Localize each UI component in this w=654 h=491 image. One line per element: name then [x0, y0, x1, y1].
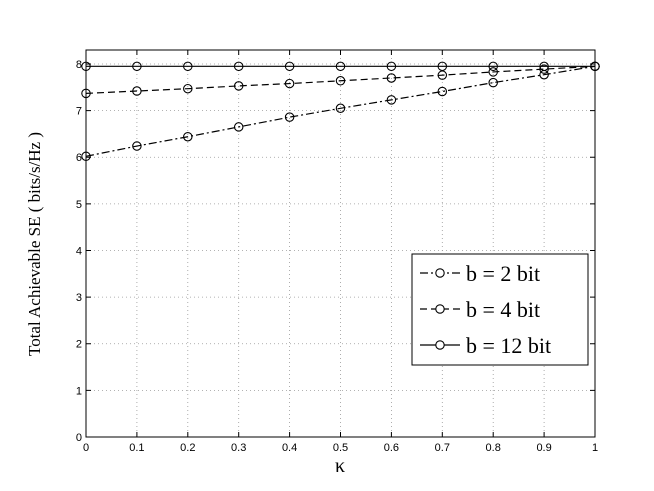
data-point	[183, 131, 193, 142]
data-point	[488, 77, 498, 88]
y-tick-label: 1	[76, 385, 82, 397]
x-axis-label: κ	[335, 455, 345, 477]
grid	[86, 50, 595, 437]
y-tick-label: 7	[76, 106, 82, 118]
y-tick-label: 2	[76, 339, 82, 351]
data-point	[183, 61, 193, 72]
x-tick-label: 0.8	[486, 442, 501, 454]
series-3	[81, 61, 600, 72]
x-tick-label: 0	[83, 442, 89, 454]
legend-marker	[435, 340, 445, 350]
x-tick-label: 0.4	[282, 442, 297, 454]
data-point	[81, 88, 91, 99]
y-tick-label: 5	[76, 199, 82, 211]
x-tick-label: 0.9	[536, 442, 551, 454]
data-point	[132, 141, 142, 151]
y-tick-label: 6	[76, 152, 82, 164]
series-line	[85, 65, 596, 94]
y-axis-label: Total Achievable SE ( bits/s/Hz )	[25, 132, 44, 356]
data-point	[284, 61, 295, 72]
y-tick-label: 4	[76, 245, 82, 257]
x-tick-label: 0.5	[333, 442, 348, 454]
x-tick-label: 0.1	[129, 442, 144, 454]
data-point	[284, 112, 295, 122]
x-tick-label: 0.6	[384, 442, 399, 454]
data-point	[386, 73, 397, 83]
data-point	[233, 61, 244, 72]
series-line	[85, 65, 596, 157]
y-tick-label: 0	[76, 432, 82, 444]
legend-label: b = 4 bit	[466, 297, 540, 322]
data-point	[233, 81, 244, 91]
data-point	[539, 61, 549, 72]
data-point	[233, 122, 244, 132]
data-point	[183, 83, 193, 94]
legend-label: b = 2 bit	[466, 261, 540, 286]
data-point	[437, 86, 448, 97]
x-tick-label: 1	[592, 442, 598, 454]
data-point	[386, 61, 397, 72]
data-point	[284, 78, 295, 89]
data-point	[437, 61, 448, 72]
data-point	[539, 64, 549, 74]
data-point	[132, 61, 142, 72]
x-tick-label: 0.3	[231, 442, 246, 454]
data-point	[335, 103, 346, 114]
data-point	[590, 61, 600, 72]
data-point	[335, 76, 346, 86]
data-point	[488, 61, 498, 72]
y-tick-label: 8	[76, 59, 82, 71]
data-point	[81, 61, 91, 72]
axis-ticks: 0 0.1 0.2 0.3 0.4 0.5 0.6 0.7 0.8 0.9 1 0 1 2 3 4 5 6 7 8	[76, 50, 598, 454]
x-tick-label: 0.2	[180, 442, 195, 454]
data-point	[335, 61, 346, 72]
series-layer	[81, 61, 600, 162]
data-point	[132, 86, 142, 96]
y-tick-label: 3	[76, 292, 82, 304]
legend: b = 2 bit b = 4 bit b = 12 bit	[411, 253, 589, 366]
data-point	[488, 67, 498, 77]
series-2	[81, 61, 600, 99]
data-point	[386, 95, 397, 105]
data-point	[81, 151, 91, 162]
legend-label: b = 12 bit	[466, 333, 551, 358]
x-tick-label: 0.7	[435, 442, 450, 454]
legend-marker	[435, 268, 445, 278]
legend-marker	[435, 304, 445, 314]
